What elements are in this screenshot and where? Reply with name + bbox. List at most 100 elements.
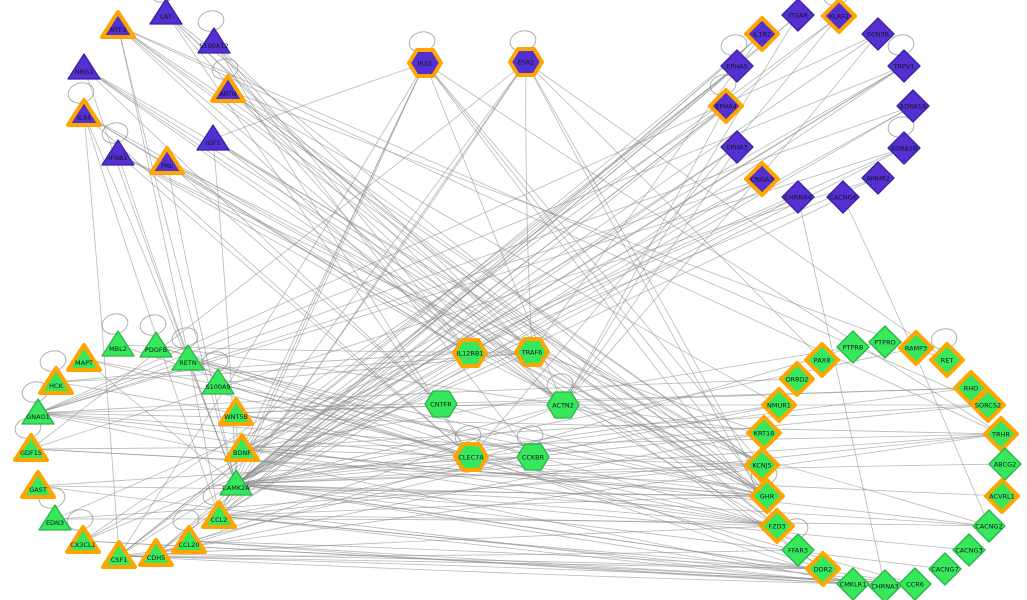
edge-HCK-IL12RB1 <box>55 352 471 383</box>
edge-EPHA4-ACTN2 <box>562 105 727 406</box>
edge-CDH5-ACTN2 <box>155 404 564 555</box>
node-CACNG6[interactable] <box>826 180 860 214</box>
node-GHR[interactable] <box>749 478 785 514</box>
node-KLRF2[interactable] <box>821 0 857 34</box>
node-IL12RB1[interactable] <box>452 338 488 368</box>
edge-LAT-ACTN2 <box>165 12 564 406</box>
node-PTPRB[interactable] <box>836 330 870 364</box>
node-CSF1[interactable] <box>101 540 137 569</box>
node-CMKLR1[interactable] <box>836 567 870 600</box>
node-CX3CL1[interactable] <box>65 525 101 554</box>
edge-LAT-GHR <box>165 12 768 497</box>
node-EPHA5[interactable] <box>720 49 754 83</box>
node-PAX8[interactable] <box>804 342 840 378</box>
edge-IGF1-IRS1 <box>212 62 426 140</box>
node-IFNB1[interactable] <box>101 139 135 166</box>
node-KCNJ5[interactable] <box>744 447 780 483</box>
node-EDN3[interactable] <box>38 504 72 531</box>
edge-ESR2-CCL2 <box>218 61 527 517</box>
node-PRL[interactable] <box>149 146 185 175</box>
node-IL1R2[interactable] <box>744 16 780 52</box>
edge-ADRA1A-CAMK2A <box>235 105 914 485</box>
node-TRHR[interactable] <box>983 416 1019 452</box>
node-S100A9[interactable] <box>201 368 235 395</box>
node-MBL2[interactable] <box>101 330 135 357</box>
node-SORCS2[interactable] <box>970 387 1006 423</box>
node-TRPV1[interactable] <box>887 49 921 83</box>
node-GAST[interactable] <box>20 470 56 499</box>
node-FZD3[interactable] <box>759 508 795 544</box>
node-CACNG2[interactable] <box>972 509 1006 543</box>
node-IGF1[interactable] <box>196 124 230 151</box>
node-NTF3[interactable] <box>100 10 136 39</box>
node-IL34[interactable] <box>66 98 102 127</box>
edge-ESR2-TRAF6 <box>525 61 533 353</box>
node-ACVRL1[interactable] <box>984 478 1020 514</box>
node-LAT[interactable] <box>149 0 183 25</box>
node-CNTFR[interactable] <box>424 390 458 418</box>
node-OR8D2[interactable] <box>779 361 815 397</box>
node-CNGA3[interactable] <box>744 161 780 197</box>
node-TRAF6[interactable] <box>514 337 550 367</box>
node-CACNG7[interactable] <box>928 552 962 586</box>
node-ABCG2[interactable] <box>988 447 1022 481</box>
node-CCKBR[interactable] <box>516 443 550 471</box>
node-KRT18[interactable] <box>746 415 782 451</box>
edge-S100A9-TRAF6 <box>217 351 533 384</box>
node-NMUR1[interactable] <box>761 387 797 423</box>
node-CDH5[interactable] <box>138 538 174 567</box>
edge-TRHR-GNAO1 <box>37 412 1002 435</box>
edge-CAMK2A-GHR <box>235 483 768 497</box>
edge-GAST-CMKLR1 <box>37 485 854 585</box>
edge-IL1R2-CSF1 <box>118 33 763 557</box>
edge-IL12RB1-GHR <box>469 352 768 497</box>
node-EPHA4[interactable] <box>708 88 744 124</box>
node-GDF15[interactable] <box>13 433 49 462</box>
node-CHRNA4[interactable] <box>781 180 815 214</box>
node-MAPT[interactable] <box>66 343 102 372</box>
node-CLEC7A[interactable] <box>453 442 489 472</box>
node-CCR6[interactable] <box>898 567 932 600</box>
edge-S100A12-TRAF6 <box>213 41 533 353</box>
node-WNT5B[interactable] <box>218 397 254 426</box>
edge-OR8D2-GNAO1 <box>37 378 798 414</box>
node-RETN[interactable] <box>171 344 205 371</box>
node-IRS1[interactable] <box>407 48 443 78</box>
edge-EPHA5-BDNF <box>241 65 738 450</box>
node-HCK[interactable] <box>38 366 74 395</box>
node-DDR2[interactable] <box>805 551 841 587</box>
node-ADRA1B[interactable] <box>887 131 921 165</box>
edge-CSF1-DDR2 <box>118 555 824 570</box>
node-BDNF[interactable] <box>224 433 260 462</box>
node-PDGFB[interactable] <box>139 331 173 358</box>
edge-IGF1-KCNJ5 <box>212 138 763 466</box>
node-ARTN[interactable] <box>210 74 246 103</box>
node-FFAR3[interactable] <box>781 533 815 567</box>
node-RET[interactable] <box>929 342 965 378</box>
node-CACNG3[interactable] <box>952 533 986 567</box>
node-AMHR2[interactable] <box>861 161 895 195</box>
edge-CAMK2A-CACNG3 <box>235 483 970 551</box>
node-layer <box>13 0 1022 600</box>
node-PTPRO[interactable] <box>868 325 902 359</box>
node-ACTN2[interactable] <box>546 391 580 419</box>
node-CHRNA3[interactable] <box>868 569 902 600</box>
node-ITGA8[interactable] <box>781 0 815 32</box>
node-SCN3B[interactable] <box>861 17 895 51</box>
node-ESR2[interactable] <box>508 47 544 77</box>
edge-CAMK2A-FZD3 <box>235 483 778 527</box>
node-NRG1[interactable] <box>67 53 101 80</box>
node-CAMK2A[interactable] <box>219 469 253 496</box>
edge-AMHR2-GDF15 <box>30 177 879 450</box>
node-RAMP3[interactable] <box>898 330 934 366</box>
edge-S100A12-CCKBR <box>213 41 534 458</box>
edge-CDH5-PTPRB <box>155 346 854 555</box>
node-ADRA1A[interactable] <box>896 89 930 123</box>
node-EPHA3[interactable] <box>720 130 754 164</box>
node-CCL20[interactable] <box>171 525 207 554</box>
edge-ESR2-CAMK2A <box>235 61 527 485</box>
node-GNAO1[interactable] <box>21 398 55 425</box>
node-CCL2[interactable] <box>201 500 237 529</box>
node-S100A12[interactable] <box>197 27 231 54</box>
